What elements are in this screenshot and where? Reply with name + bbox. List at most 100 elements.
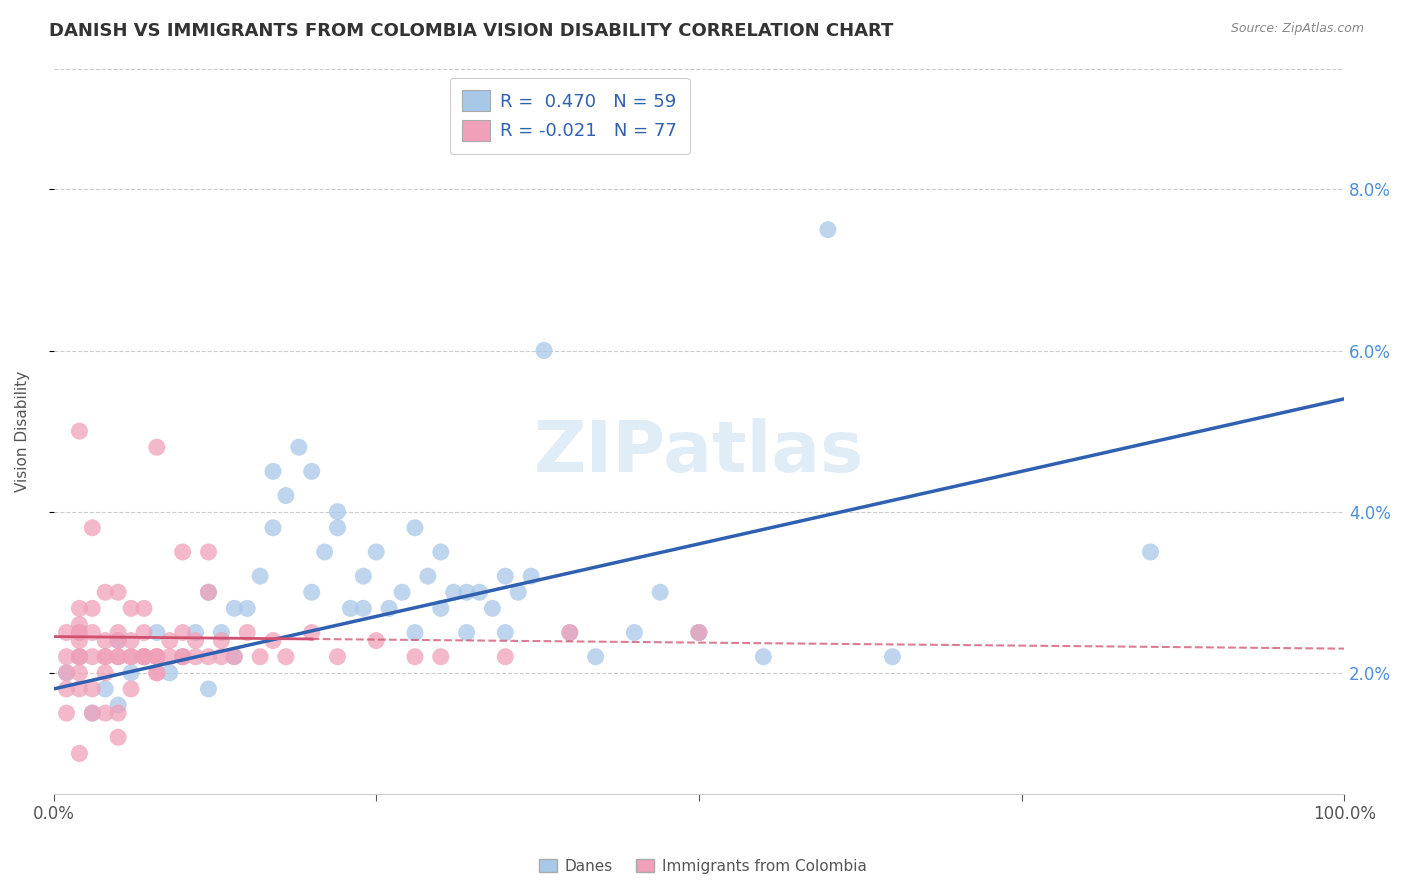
- Point: [132, 649, 155, 664]
- Point: [197, 545, 219, 559]
- Point: [55, 665, 77, 680]
- Point: [262, 464, 284, 478]
- Point: [107, 625, 129, 640]
- Point: [120, 681, 142, 696]
- Point: [197, 585, 219, 599]
- Point: [558, 625, 581, 640]
- Point: [262, 521, 284, 535]
- Point: [146, 625, 169, 640]
- Point: [443, 585, 465, 599]
- Point: [67, 649, 90, 664]
- Point: [494, 649, 516, 664]
- Point: [82, 521, 104, 535]
- Point: [132, 649, 155, 664]
- Point: [146, 649, 169, 664]
- Point: [817, 222, 839, 236]
- Point: [82, 601, 104, 615]
- Point: [301, 585, 323, 599]
- Point: [107, 649, 129, 664]
- Point: [456, 585, 478, 599]
- Point: [197, 649, 219, 664]
- Point: [172, 545, 194, 559]
- Point: [94, 706, 117, 720]
- Point: [172, 649, 194, 664]
- Point: [456, 625, 478, 640]
- Point: [67, 747, 90, 761]
- Point: [146, 649, 169, 664]
- Point: [366, 633, 388, 648]
- Point: [94, 649, 117, 664]
- Point: [494, 569, 516, 583]
- Point: [404, 649, 426, 664]
- Point: [378, 601, 401, 615]
- Point: [120, 649, 142, 664]
- Point: [94, 633, 117, 648]
- Point: [650, 585, 672, 599]
- Point: [391, 585, 413, 599]
- Point: [132, 649, 155, 664]
- Point: [67, 649, 90, 664]
- Point: [132, 625, 155, 640]
- Legend: R =  0.470   N = 59, R = -0.021   N = 77: R = 0.470 N = 59, R = -0.021 N = 77: [450, 78, 690, 153]
- Point: [67, 625, 90, 640]
- Point: [82, 706, 104, 720]
- Point: [67, 625, 90, 640]
- Point: [146, 649, 169, 664]
- Point: [107, 731, 129, 745]
- Point: [184, 649, 207, 664]
- Point: [55, 649, 77, 664]
- Point: [352, 569, 374, 583]
- Point: [623, 625, 645, 640]
- Point: [82, 706, 104, 720]
- Point: [172, 649, 194, 664]
- Point: [184, 625, 207, 640]
- Point: [585, 649, 607, 664]
- Point: [1139, 545, 1161, 559]
- Point: [55, 665, 77, 680]
- Point: [172, 649, 194, 664]
- Point: [481, 601, 503, 615]
- Point: [314, 545, 336, 559]
- Point: [94, 649, 117, 664]
- Point: [172, 625, 194, 640]
- Point: [107, 698, 129, 712]
- Point: [236, 601, 259, 615]
- Point: [67, 601, 90, 615]
- Point: [132, 649, 155, 664]
- Legend: Danes, Immigrants from Colombia: Danes, Immigrants from Colombia: [533, 853, 873, 880]
- Point: [209, 625, 232, 640]
- Point: [339, 601, 361, 615]
- Point: [146, 440, 169, 454]
- Y-axis label: Vision Disability: Vision Disability: [15, 370, 30, 491]
- Point: [67, 681, 90, 696]
- Point: [301, 625, 323, 640]
- Point: [94, 665, 117, 680]
- Point: [533, 343, 555, 358]
- Point: [558, 625, 581, 640]
- Point: [107, 633, 129, 648]
- Point: [146, 665, 169, 680]
- Point: [82, 649, 104, 664]
- Point: [249, 649, 271, 664]
- Point: [249, 569, 271, 583]
- Point: [55, 681, 77, 696]
- Point: [209, 633, 232, 648]
- Point: [107, 633, 129, 648]
- Point: [752, 649, 775, 664]
- Point: [416, 569, 439, 583]
- Point: [82, 625, 104, 640]
- Point: [508, 585, 530, 599]
- Text: ZIPatlas: ZIPatlas: [534, 418, 863, 487]
- Point: [326, 505, 349, 519]
- Point: [520, 569, 543, 583]
- Point: [159, 665, 181, 680]
- Point: [120, 665, 142, 680]
- Point: [882, 649, 904, 664]
- Point: [688, 625, 710, 640]
- Point: [132, 601, 155, 615]
- Point: [120, 633, 142, 648]
- Point: [67, 649, 90, 664]
- Point: [326, 649, 349, 664]
- Point: [468, 585, 491, 599]
- Point: [67, 633, 90, 648]
